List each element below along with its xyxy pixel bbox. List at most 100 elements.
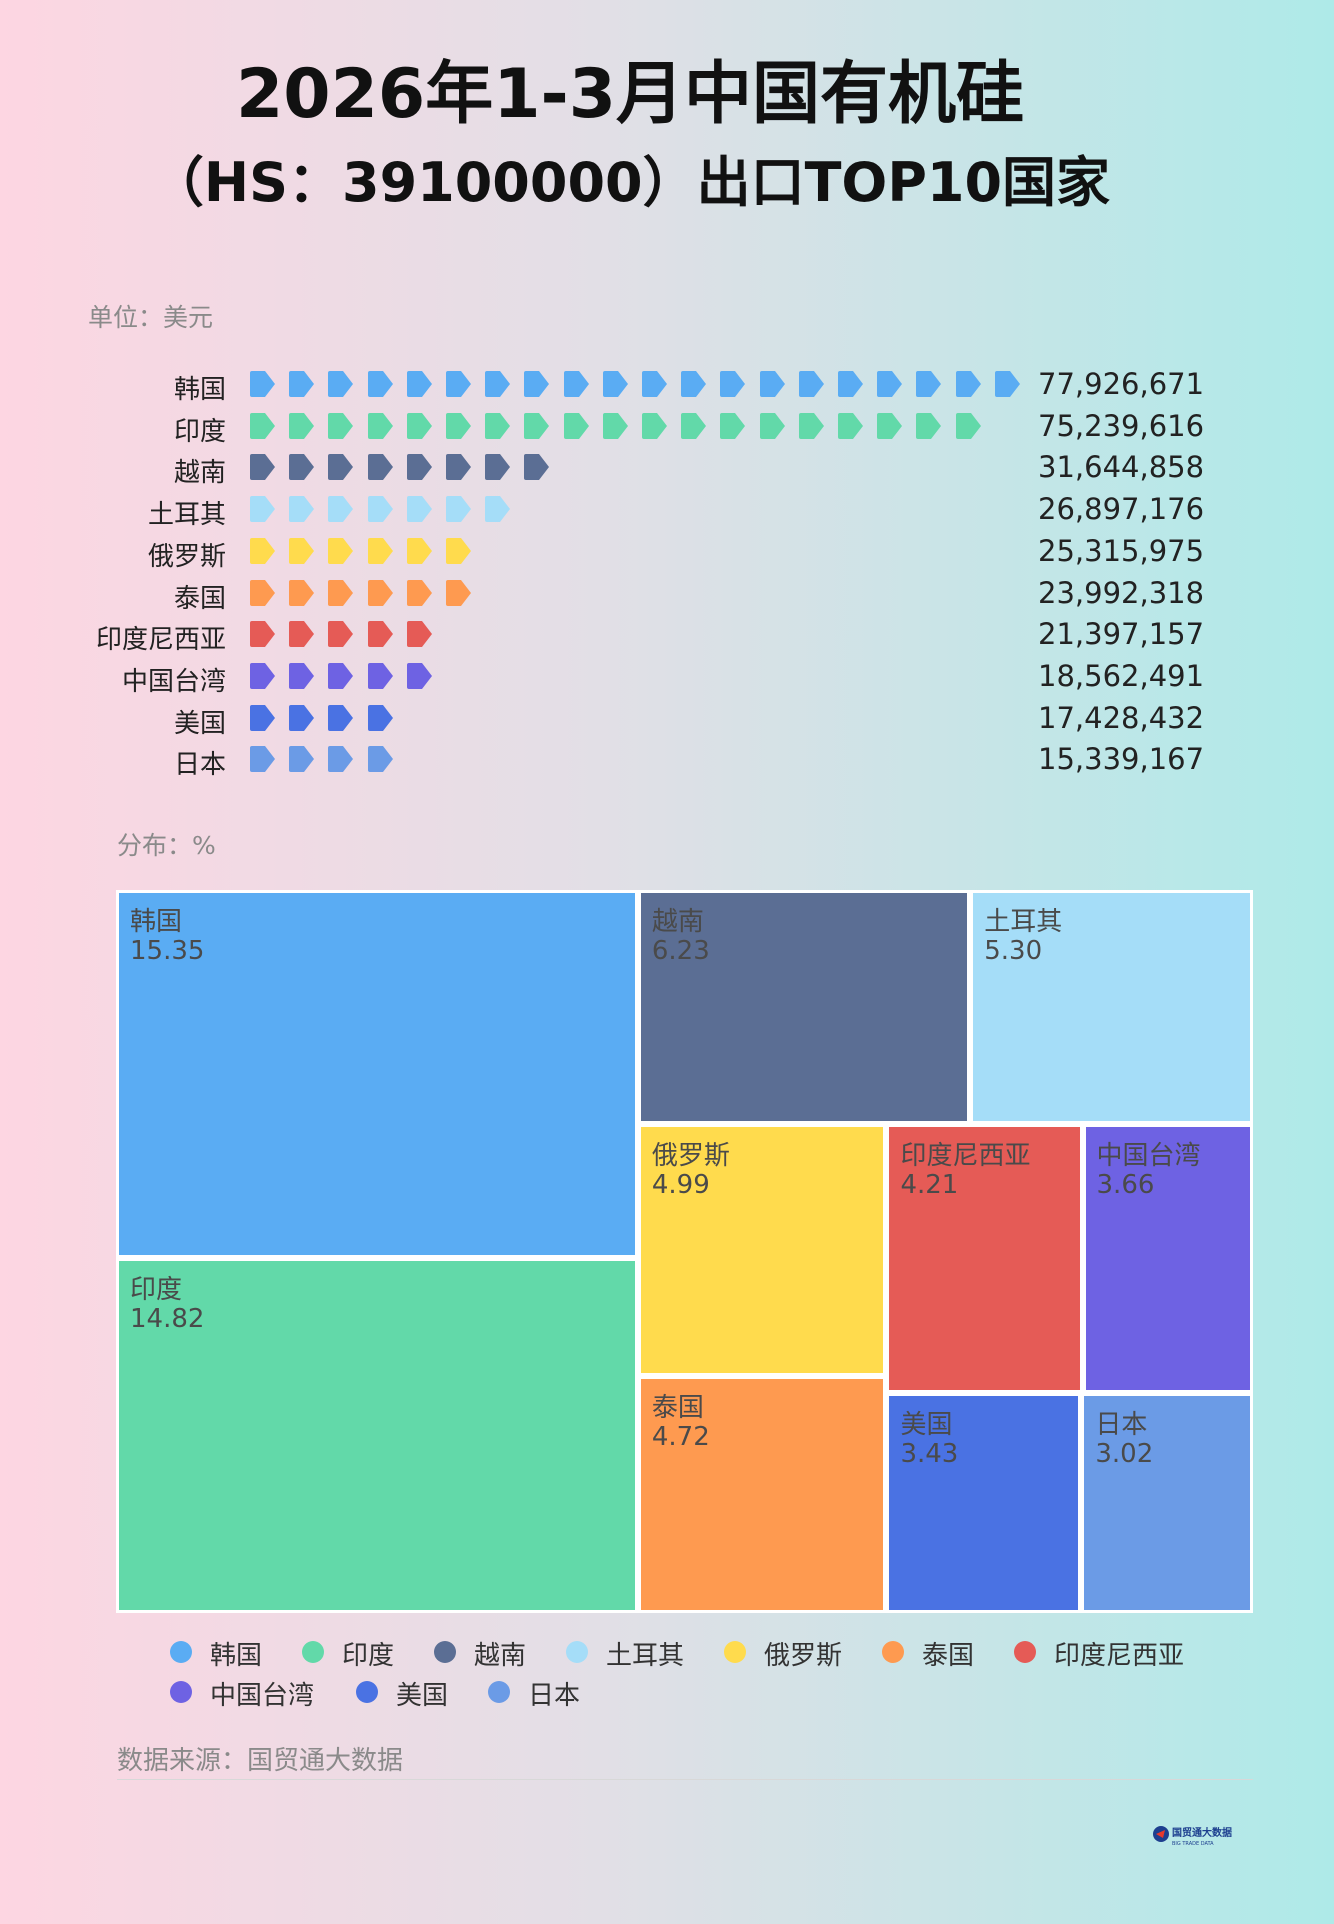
value-label: 23,992,318 bbox=[1038, 575, 1205, 610]
pictogram-icon bbox=[250, 746, 275, 773]
category-label: 中国台湾 bbox=[121, 666, 226, 697]
pictogram-icon bbox=[289, 621, 315, 648]
treemap-cell-label: 越南 bbox=[651, 907, 704, 937]
pictogram-icon bbox=[642, 412, 667, 439]
value-label: 31,644,858 bbox=[1038, 450, 1205, 485]
pictogram-icon bbox=[602, 412, 628, 439]
treemap-cell: 泰国 4.72 bbox=[637, 1375, 887, 1613]
pictogram-icon bbox=[250, 537, 275, 564]
pictogram-icon bbox=[759, 412, 785, 439]
legend-swatch bbox=[566, 1641, 588, 1663]
legend-label: 土耳其 bbox=[606, 1641, 685, 1671]
legend-swatch bbox=[882, 1641, 904, 1663]
pictogram-icon bbox=[250, 621, 275, 648]
legend-label: 印度 bbox=[342, 1641, 395, 1671]
pictogram-icon bbox=[289, 454, 315, 481]
treemap-chart: 韩国 15.35 印度 14.82 越南 6.23 土耳其 5.30 俄罗斯 4.99 泰国 4.72… bbox=[116, 890, 1253, 1613]
legend-swatch bbox=[170, 1641, 192, 1663]
chart-title-line1: 2026年1-3月中国有机硅 bbox=[235, 55, 1025, 134]
data-source-note: 数据来源：国贸通大数据 bbox=[117, 1746, 404, 1776]
pictogram-icon bbox=[406, 412, 432, 439]
pictogram-icon bbox=[328, 496, 354, 523]
pictogram-icon bbox=[446, 454, 471, 481]
treemap-cell-label: 土耳其 bbox=[984, 907, 1063, 937]
pictogram-icon bbox=[798, 412, 824, 439]
pictogram-icon bbox=[798, 371, 824, 397]
pictogram-icon bbox=[328, 746, 354, 773]
pictogram-icon bbox=[446, 496, 471, 523]
pictogram-icon bbox=[877, 371, 903, 397]
pictogram-icon bbox=[955, 371, 981, 397]
treemap-cell: 越南 6.23 bbox=[637, 890, 971, 1125]
treemap-cell-value: 3.43 bbox=[900, 1438, 959, 1469]
pictogram-icon bbox=[524, 412, 550, 439]
divider bbox=[117, 1779, 1253, 1780]
pictogram-icon bbox=[446, 371, 471, 397]
pictogram-icon bbox=[367, 537, 393, 564]
pictogram-icon bbox=[446, 537, 471, 564]
legend-label: 泰国 bbox=[922, 1641, 975, 1671]
treemap-cell: 土耳其 5.30 bbox=[970, 890, 1253, 1125]
pictogram-icon bbox=[250, 371, 275, 397]
treemap-cell-value: 4.99 bbox=[651, 1170, 710, 1201]
legend-label: 日本 bbox=[528, 1681, 581, 1711]
pictogram-icon bbox=[485, 371, 511, 397]
value-label: 21,397,157 bbox=[1038, 617, 1205, 652]
treemap-cell: 日本 3.02 bbox=[1081, 1392, 1253, 1613]
pictogram-icon bbox=[406, 371, 432, 397]
treemap-cell-label: 泰国 bbox=[651, 1392, 704, 1423]
pictogram-icon bbox=[367, 621, 393, 648]
legend-swatch bbox=[724, 1641, 746, 1663]
treemap-cell: 中国台湾 3.66 bbox=[1082, 1124, 1253, 1393]
pictogram-icon bbox=[289, 662, 315, 689]
category-label: 泰国 bbox=[173, 583, 226, 614]
pictogram-icon bbox=[289, 704, 315, 731]
value-label: 18,562,491 bbox=[1038, 658, 1205, 693]
pictogram-icon bbox=[289, 537, 315, 564]
pictogram-icon bbox=[328, 704, 354, 731]
treemap-cell: 美国 3.43 bbox=[886, 1392, 1082, 1613]
chart-title-line2: （HS：39100000）出口TOP10国家 bbox=[149, 151, 1111, 214]
pictogram-icon bbox=[485, 454, 511, 481]
pictogram-icon bbox=[250, 579, 275, 606]
legend-swatch bbox=[434, 1641, 456, 1663]
pictogram-icon bbox=[524, 454, 550, 481]
pictogram-icon bbox=[289, 579, 315, 606]
legend-swatch bbox=[356, 1681, 378, 1703]
pictogram-icon bbox=[681, 412, 707, 439]
pictogram-icon bbox=[406, 662, 432, 689]
pictogram-icon bbox=[289, 371, 315, 397]
pictogram-icon bbox=[406, 579, 432, 606]
category-label: 俄罗斯 bbox=[147, 541, 226, 572]
pictogram-icon bbox=[367, 746, 393, 773]
pictogram-icon bbox=[485, 496, 511, 523]
treemap-cell-value: 3.02 bbox=[1095, 1438, 1154, 1469]
treemap-cell-label: 俄罗斯 bbox=[651, 1141, 730, 1172]
pictogram-icon bbox=[916, 412, 942, 439]
treemap-cell-label: 韩国 bbox=[130, 907, 183, 937]
pictogram-icon bbox=[367, 454, 393, 481]
value-label: 15,339,167 bbox=[1038, 742, 1205, 777]
pictogram-icon bbox=[406, 496, 432, 523]
legend-swatch bbox=[170, 1681, 192, 1703]
pictogram-icon bbox=[642, 371, 667, 397]
treemap-cell-value: 3.66 bbox=[1096, 1170, 1155, 1201]
category-label: 印度尼西亚 bbox=[95, 625, 226, 656]
pictogram-icon bbox=[838, 412, 863, 439]
legend-swatch bbox=[1014, 1641, 1036, 1663]
pictogram-icon bbox=[250, 704, 275, 731]
treemap-cell: 印度尼西亚 4.21 bbox=[886, 1124, 1083, 1393]
pictogram-icon bbox=[250, 454, 275, 481]
pictogram-icon bbox=[250, 412, 275, 439]
pictogram-bar-chart: 韩国 77,926,671 印度 75,239,616 越南 31,644,858 土耳其 2… bbox=[0, 0, 1334, 800]
pictogram-icon bbox=[563, 371, 589, 397]
legend-swatch bbox=[488, 1681, 510, 1703]
pictogram-icon bbox=[250, 662, 275, 689]
treemap-cell: 韩国 15.35 bbox=[116, 890, 638, 1258]
logo-text: 国贸通大数据 bbox=[1172, 1826, 1232, 1839]
pictogram-icon bbox=[485, 412, 511, 439]
pictogram-icon bbox=[250, 496, 275, 523]
value-label: 75,239,616 bbox=[1038, 408, 1205, 443]
category-label: 日本 bbox=[173, 750, 226, 781]
category-label: 土耳其 bbox=[147, 500, 226, 531]
